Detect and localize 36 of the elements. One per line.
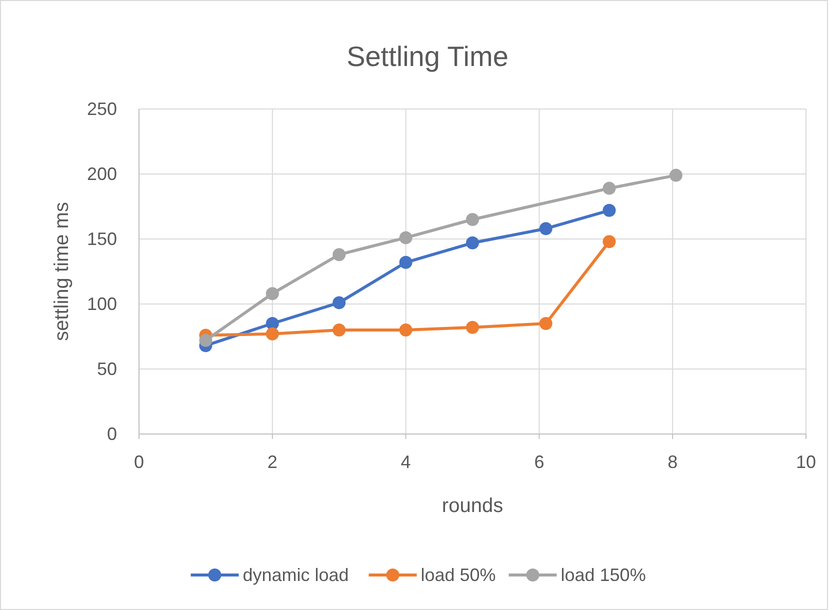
point — [199, 334, 212, 347]
y-axis-title: settling time ms — [51, 202, 73, 341]
x-tick-label: 8 — [668, 452, 678, 472]
x-tick-label: 6 — [534, 452, 544, 472]
point — [602, 235, 616, 248]
point — [399, 324, 412, 336]
x-tick-label: 2 — [267, 452, 278, 472]
point — [539, 317, 552, 330]
y-tick-label: 0 — [106, 424, 117, 444]
legend-label: dynamic load — [242, 565, 349, 585]
y-tick-label: 150 — [86, 229, 117, 249]
legend-label: load 50% — [420, 565, 496, 585]
point — [332, 248, 346, 262]
point — [266, 327, 279, 340]
x-tick-label: 0 — [134, 452, 144, 472]
x-axis-title: rounds — [442, 495, 504, 517]
y-tick-label: 100 — [86, 294, 117, 314]
y-tick-label: 200 — [86, 164, 117, 184]
point — [466, 320, 479, 334]
point — [669, 168, 682, 182]
legend-label: load 150% — [560, 565, 646, 585]
y-tick-label: 250 — [86, 99, 117, 119]
point — [332, 296, 346, 310]
point — [266, 287, 279, 300]
point — [539, 222, 552, 236]
point — [399, 231, 412, 244]
point — [466, 236, 479, 250]
y-tick-label: 50 — [96, 359, 117, 379]
x-tick-label: 4 — [400, 452, 411, 472]
x-tick-label: 10 — [796, 452, 816, 472]
point — [466, 213, 479, 226]
point — [332, 324, 346, 336]
chart-title: Settling Time — [346, 41, 508, 72]
point — [602, 204, 616, 217]
point — [399, 256, 412, 269]
point — [602, 182, 616, 195]
